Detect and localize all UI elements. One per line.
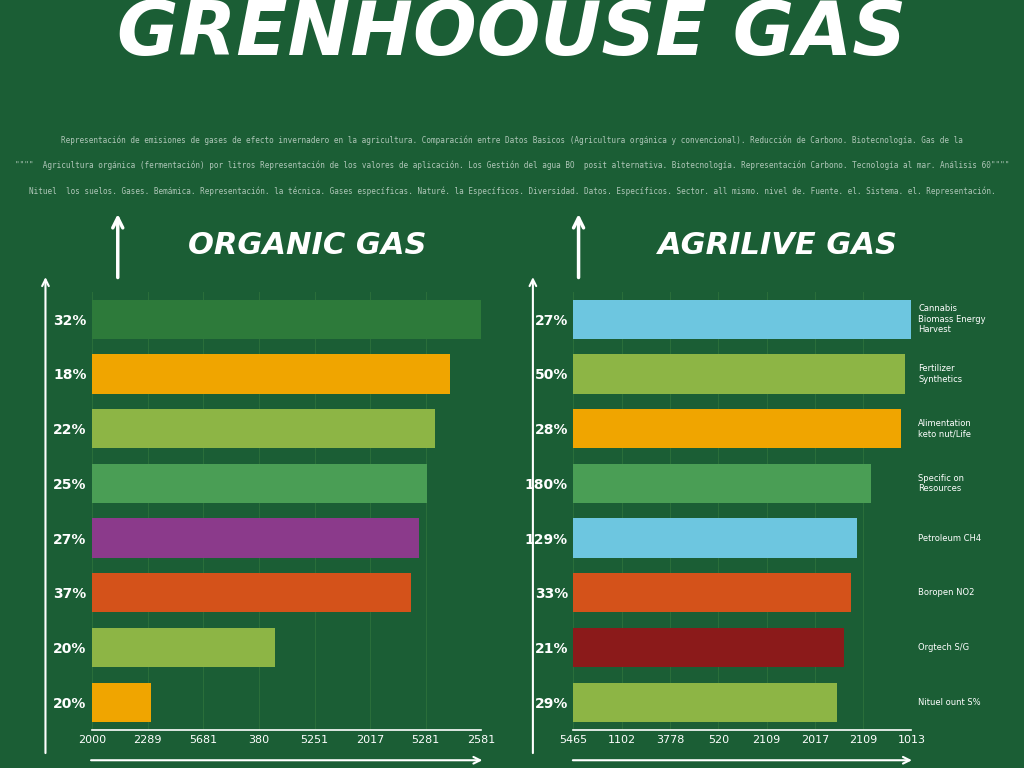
Text: Representación de emisiones de gases de efecto invernadero en la agricultura. Co: Representación de emisiones de gases de … xyxy=(61,136,963,145)
Bar xyxy=(92,627,275,667)
Bar xyxy=(92,409,434,449)
Bar xyxy=(573,627,844,667)
Text: Orgtech S/G: Orgtech S/G xyxy=(919,643,970,652)
Bar xyxy=(92,300,481,339)
Bar xyxy=(573,518,857,558)
Text: Petroleum CH4: Petroleum CH4 xyxy=(919,534,981,542)
Text: """"  Agricultura orgánica (fermentación) por litros Representación de los valor: """" Agricultura orgánica (fermentación)… xyxy=(14,161,1010,170)
Bar xyxy=(573,683,837,722)
Bar xyxy=(573,464,870,503)
Text: Boropen NO2: Boropen NO2 xyxy=(919,588,975,598)
Bar xyxy=(92,464,427,503)
Bar xyxy=(92,518,419,558)
Bar xyxy=(92,354,451,394)
Bar xyxy=(92,573,412,613)
Bar xyxy=(573,354,904,394)
Bar xyxy=(573,409,901,449)
Text: Fertilizer
Synthetics: Fertilizer Synthetics xyxy=(919,364,963,384)
Text: Nituel ount S%: Nituel ount S% xyxy=(919,698,981,707)
Text: AGRILIVE GAS: AGRILIVE GAS xyxy=(658,231,898,260)
Bar xyxy=(92,683,151,722)
Bar xyxy=(573,300,911,339)
Text: GRENHOOUSE GAS: GRENHOOUSE GAS xyxy=(118,0,906,71)
Text: Cannabis
Biomass Energy
Harvest: Cannabis Biomass Energy Harvest xyxy=(919,304,986,334)
Bar xyxy=(573,573,851,613)
Text: Nituel  los suelos. Gases. Bemámica. Representación. la técnica. Gases específic: Nituel los suelos. Gases. Bemámica. Repr… xyxy=(29,187,995,196)
Text: Specific on
Resources: Specific on Resources xyxy=(919,474,965,493)
Text: ORGANIC GAS: ORGANIC GAS xyxy=(188,231,426,260)
Text: Alimentation
keto nut/Life: Alimentation keto nut/Life xyxy=(919,419,972,439)
